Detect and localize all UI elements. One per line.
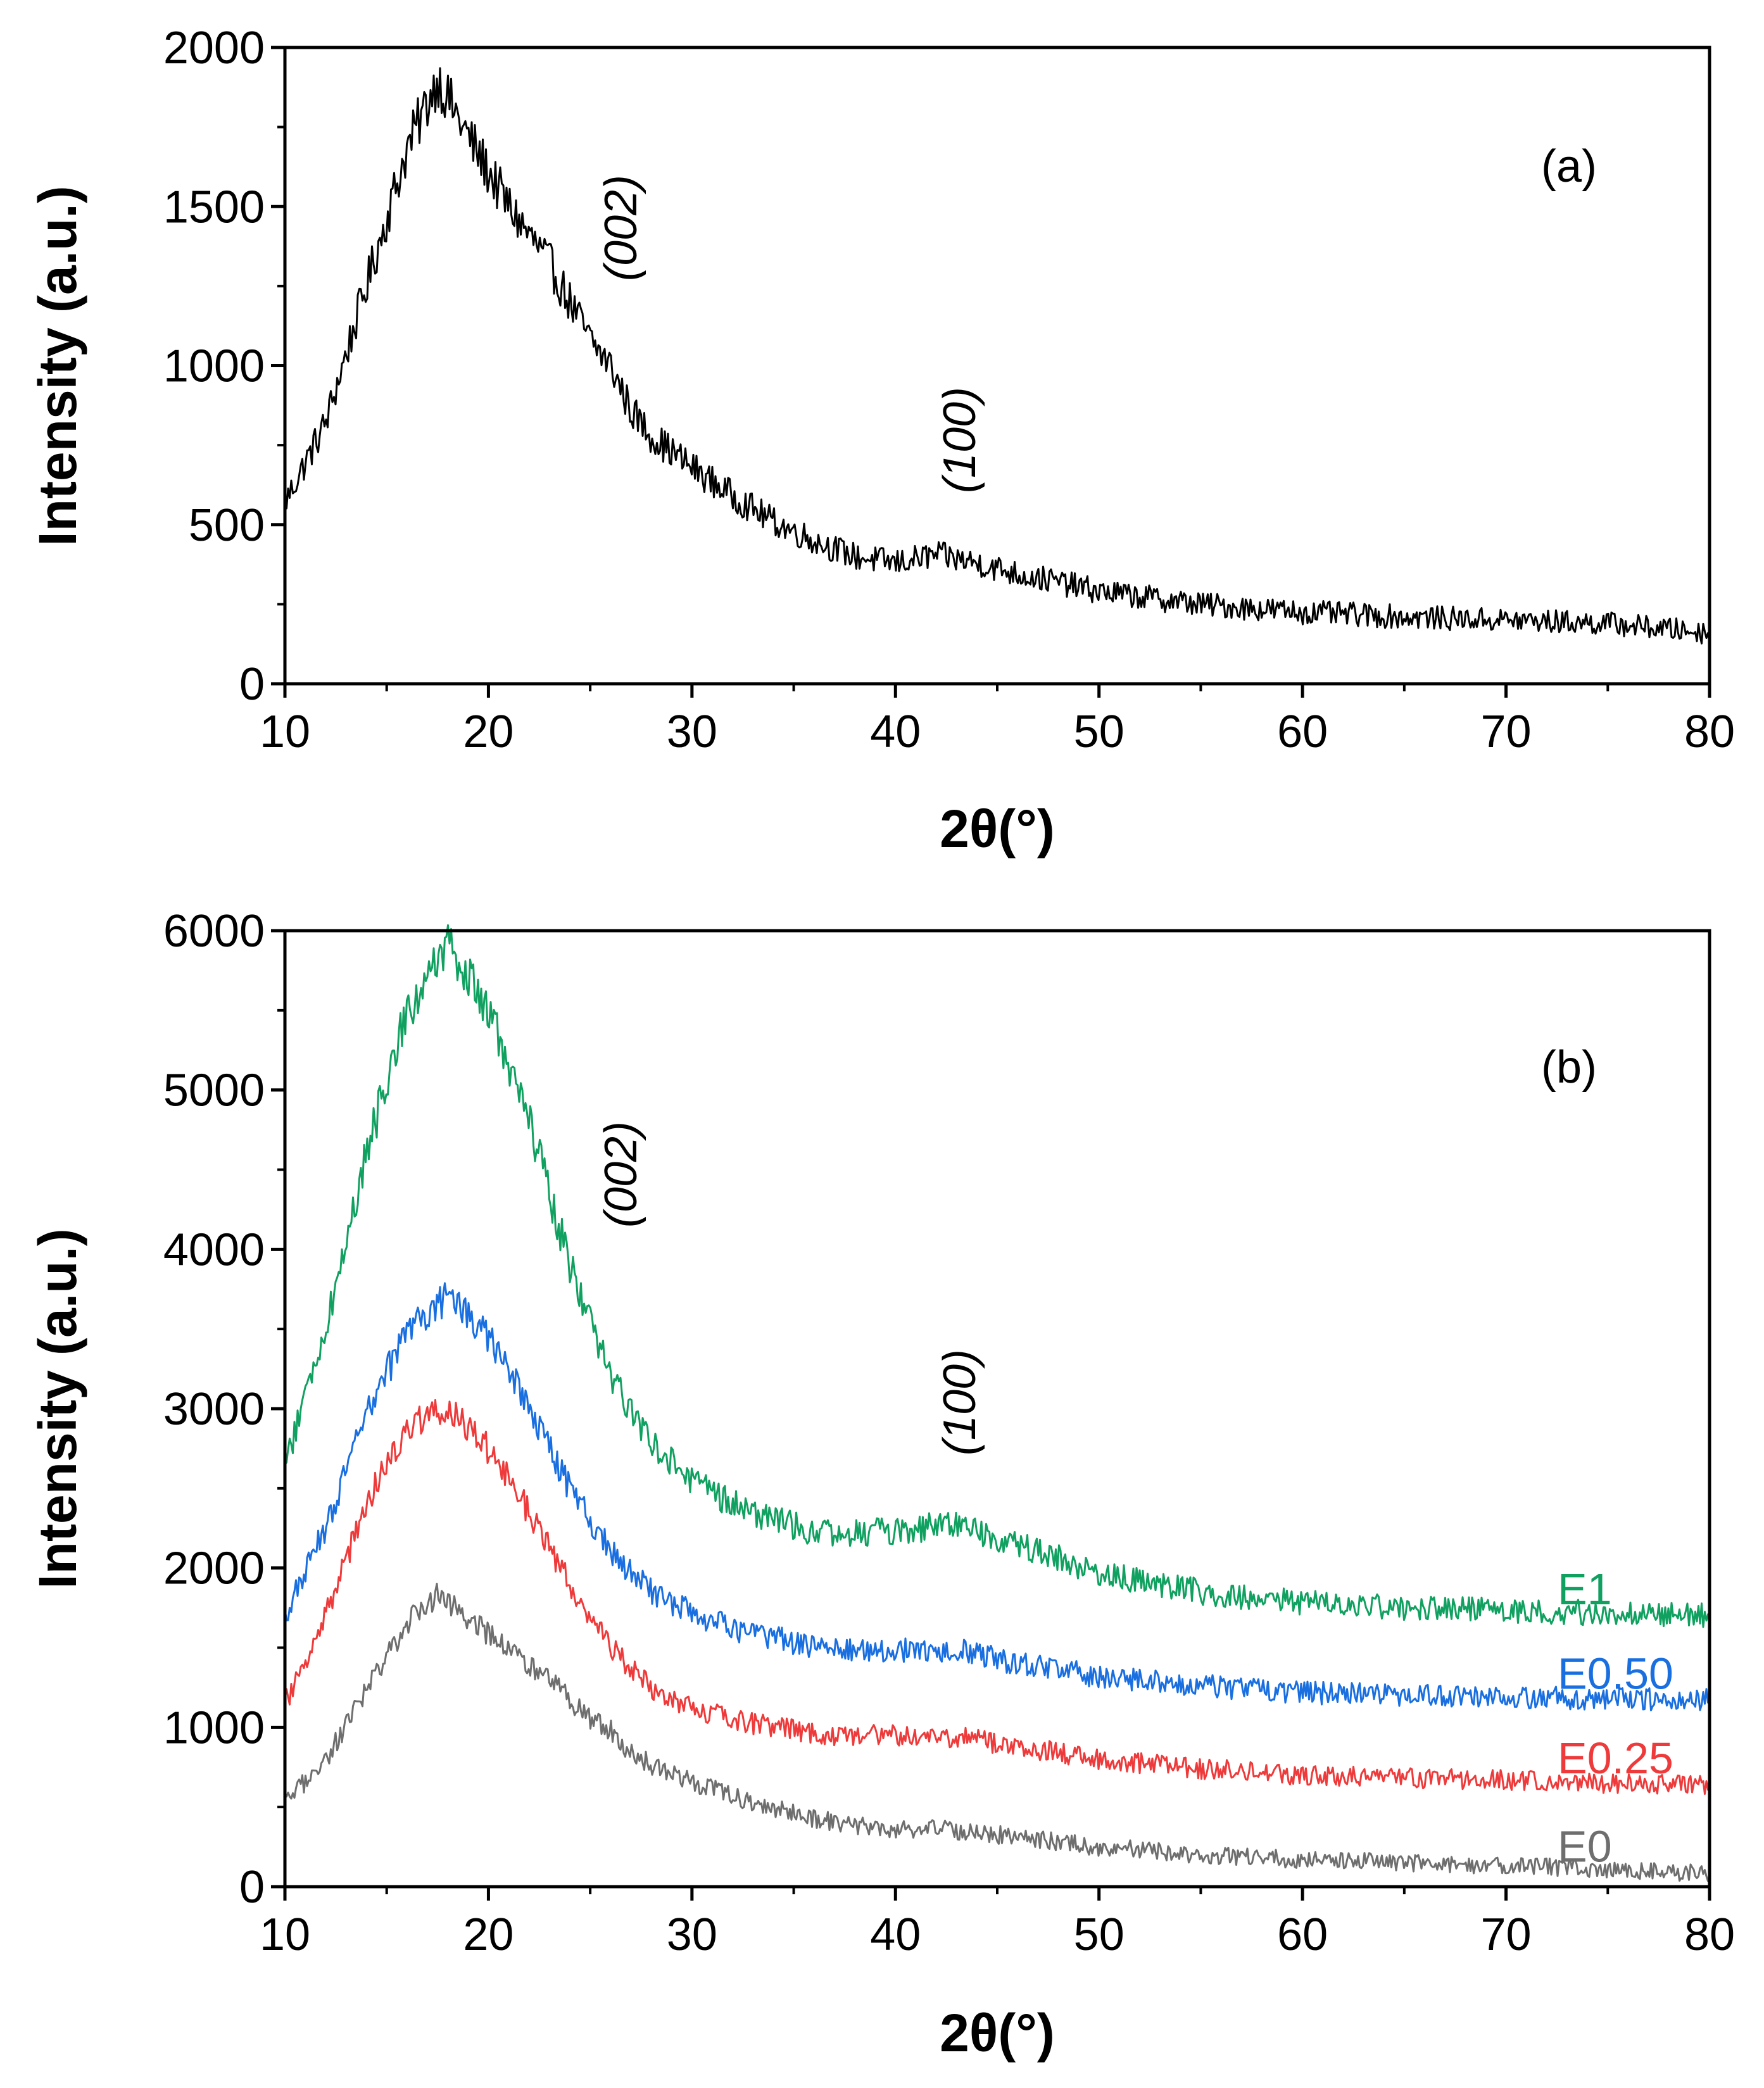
panel-a-xtick-label: 30 bbox=[667, 707, 717, 757]
panel-b-tag: (b) bbox=[1541, 1042, 1597, 1093]
panel-a-series-sample-line bbox=[284, 67, 1711, 645]
panel-b-ytick-label: 2000 bbox=[163, 1544, 265, 1594]
panel-a-ytick-label: 0 bbox=[239, 659, 265, 710]
panel-a-ytick-label: 1500 bbox=[163, 182, 265, 232]
panel-b-ticks: 10 20 30 40 50 60 70 80 0 1000 2000 3000 4000 5000 600… bbox=[163, 906, 1735, 1960]
panel-b-ytick-label: 6000 bbox=[163, 906, 265, 957]
panel-a-xtick-label: 80 bbox=[1684, 707, 1735, 757]
panel-b-xtick-label: 70 bbox=[1481, 1909, 1532, 1960]
panel-a-ytick-label: 2000 bbox=[163, 23, 265, 73]
panel-a-ytick-label: 500 bbox=[189, 500, 265, 551]
panel-b-xtick-label: 20 bbox=[463, 1909, 513, 1960]
panel-a-xtick-label: 60 bbox=[1277, 707, 1328, 757]
panel-a-ylabel: Intensity (a.u.) bbox=[28, 186, 87, 546]
series-label-e1: E1 bbox=[1558, 1564, 1612, 1614]
panel-b-ytick-label: 0 bbox=[239, 1862, 265, 1913]
panel-b-ylabel: Intensity (a.u.) bbox=[28, 1228, 87, 1588]
panel-a-annotation-100: (100) bbox=[935, 387, 985, 493]
panel-a-xtick-label: 40 bbox=[870, 707, 921, 757]
panel-a-xlabel: 2θ(°) bbox=[940, 799, 1055, 858]
panel-a-xtick-label: 50 bbox=[1074, 707, 1125, 757]
panel-b-ytick-label: 5000 bbox=[163, 1066, 265, 1116]
panel-b-series-e050-line bbox=[284, 1282, 1711, 1712]
panel-b-ytick-label: 3000 bbox=[163, 1384, 265, 1435]
series-label-e0: E0 bbox=[1558, 1822, 1612, 1871]
panel-b: 10 20 30 40 50 60 70 80 0 1000 2000 3000 4000 5000 600… bbox=[28, 906, 1735, 2063]
panel-b-xtick-label: 30 bbox=[667, 1909, 717, 1960]
panel-a-ytick-label: 1000 bbox=[163, 341, 265, 392]
panel-a-xtick-label: 10 bbox=[260, 707, 310, 757]
panel-b-ytick-label: 4000 bbox=[163, 1224, 265, 1275]
panel-a-ticks: 10 20 30 40 50 60 70 80 0 500 1000 1500 2000 bbox=[163, 23, 1735, 757]
series-label-e050: E0.50 bbox=[1558, 1649, 1673, 1699]
series-label-e025: E0.25 bbox=[1558, 1733, 1673, 1783]
panel-a-tag: (a) bbox=[1541, 141, 1597, 192]
panel-b-annotation-100: (100) bbox=[935, 1349, 985, 1456]
panel-b-series-e025-line bbox=[284, 1399, 1711, 1796]
panel-b-annotation-002: (002) bbox=[596, 1121, 646, 1228]
panel-b-ytick-label: 1000 bbox=[163, 1702, 265, 1753]
panel-a-annotation-002: (002) bbox=[596, 175, 646, 281]
panel-b-xtick-label: 60 bbox=[1277, 1909, 1328, 1960]
panel-b-xtick-label: 80 bbox=[1684, 1909, 1735, 1960]
panel-b-xtick-label: 40 bbox=[870, 1909, 921, 1960]
panel-b-xlabel: 2θ(°) bbox=[940, 2003, 1055, 2063]
panel-b-series-labels: E1 E0.50 E0.25 E0 bbox=[1558, 1564, 1673, 1871]
panel-a: 10 20 30 40 50 60 70 80 0 500 1000 1500 2000 (a) 2θ(… bbox=[28, 23, 1735, 858]
panel-b-xtick-label: 10 bbox=[260, 1909, 310, 1960]
panel-a-xtick-label: 70 bbox=[1481, 707, 1532, 757]
panel-b-series-e1-line bbox=[284, 924, 1710, 1628]
panel-a-series-group bbox=[284, 67, 1711, 645]
panel-b-series-e0-line bbox=[284, 1582, 1710, 1884]
panel-b-xtick-label: 50 bbox=[1074, 1909, 1125, 1960]
panel-a-xtick-label: 20 bbox=[463, 707, 513, 757]
panel-b-series-group bbox=[284, 924, 1711, 1884]
